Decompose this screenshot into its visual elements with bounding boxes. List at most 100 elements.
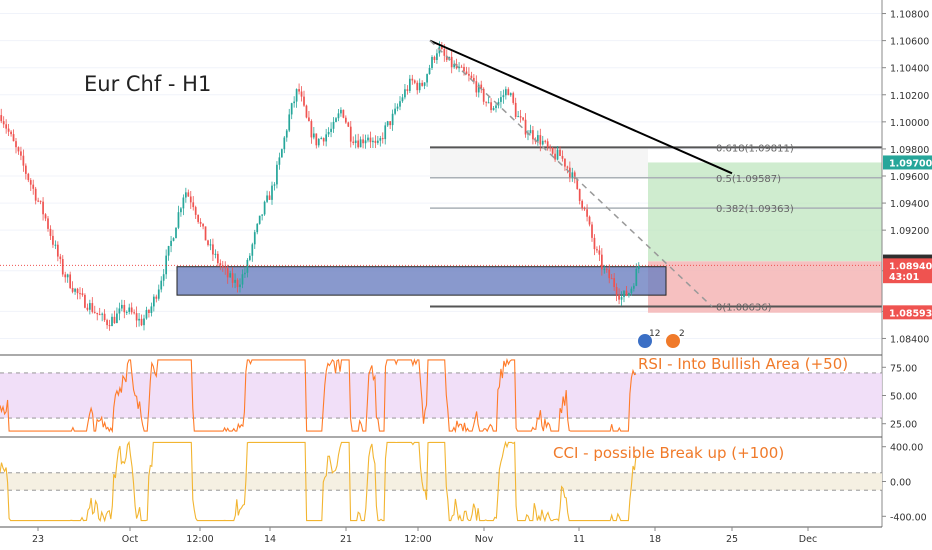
candle-body [49,228,52,236]
candle-body [337,113,340,119]
time-tick-label: 21 [340,534,352,545]
candle-body [625,290,628,296]
rsi-axis[interactable]: 75.00 50.00 25.00 [882,363,917,431]
candle-body [47,218,49,229]
candle-body [372,140,374,143]
candle-body [285,130,288,138]
candle-body [52,235,54,245]
candle-body [118,308,121,314]
price-label-box [883,258,932,273]
candle-body [128,307,131,312]
osc-tick-label: 50.00 [890,392,917,403]
fib-label: 0(1.08636) [716,303,772,314]
candle-body [192,202,195,208]
candle-body [244,272,246,275]
time-tick-label: 18 [649,534,661,545]
candle-body [596,249,598,251]
candle-body [610,278,613,280]
candle-body [549,147,552,149]
candle-body [581,200,584,209]
price-label: 43:01 [889,272,919,283]
candle-body [322,138,325,142]
stop-zone [648,261,882,313]
candle-body [315,133,318,146]
price-tick-label: 1.10000 [890,118,929,129]
candle-body [106,320,108,326]
candle-body [541,140,544,145]
candle-body [157,289,160,299]
candle-body [416,82,419,91]
candle-body [207,240,209,245]
candle-body [536,135,539,142]
candle-body [290,103,293,115]
candle-body [177,212,180,228]
dividend-event-icon[interactable] [664,332,682,350]
candle-body [374,140,377,143]
candle-body [342,109,345,118]
candle-body [413,80,416,83]
candle-body [512,93,515,103]
candle-body [246,259,249,273]
candle-body [406,89,409,91]
candle-body [32,184,35,189]
candle-body [182,197,185,209]
event-badges[interactable]: 12 2 [636,329,685,350]
candle-body [34,188,37,201]
candle-body [436,53,438,60]
candle-body [524,119,527,135]
time-tick-label: Nov [475,534,494,545]
candle-body [86,307,89,310]
candle-body [514,102,517,117]
candle-body [487,102,490,104]
candle-body [81,293,84,295]
price-tick-label: 1.10600 [890,37,929,48]
support-zone[interactable] [176,266,667,296]
candle-body [143,318,145,326]
candle-body [187,192,190,197]
badge-count-1: 12 [649,329,660,339]
badge-count-2: 2 [679,329,685,339]
osc-tick-label: 25.00 [890,420,917,431]
candle-body [312,133,315,138]
target-zone [648,162,882,262]
candle-body [280,149,283,158]
candle-body [79,293,81,295]
fib-shade [430,147,648,178]
candle-body [502,95,505,98]
osc-tick-label: 75.00 [890,363,917,374]
candle-body [495,105,497,109]
candle-body [325,134,328,142]
candle-body [12,134,15,142]
time-tick-label: Dec [799,534,817,545]
candle-body [349,126,352,142]
candle-body [620,297,623,300]
candle-body [221,265,224,267]
candle-body [145,309,148,319]
candle-body [423,82,426,86]
candle-body [152,296,155,307]
candle-body [241,274,244,285]
candle-body [20,151,22,156]
candle-body [504,89,507,96]
price-label: 1.08940 [889,261,932,272]
price-tick-label: 1.10200 [890,91,929,102]
calendar-event-icon[interactable] [636,332,654,350]
cci-axis[interactable]: 400.00 0.00 -400.00 [882,443,927,524]
candle-body [305,105,308,118]
candle-body [465,71,468,74]
candle-body [0,115,3,122]
trendline[interactable] [429,39,733,175]
candle-body [184,192,187,198]
candle-body [212,244,214,255]
time-axis[interactable]: 23 Oct 12:00 14 21 12:00 Nov 11 18 25 Dec [32,527,817,545]
candle-body [165,255,168,275]
candle-body [588,216,591,225]
candle-body [276,164,278,185]
candle-body [103,313,106,321]
candle-body [399,101,401,107]
candle-body [566,166,569,168]
candle-body [295,89,298,102]
candle-body [364,140,367,144]
candle-body [96,312,99,315]
candle-body [386,121,389,126]
